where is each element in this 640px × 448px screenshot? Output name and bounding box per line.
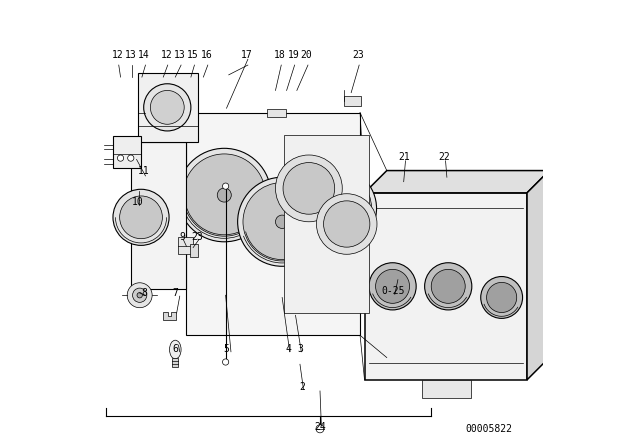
Text: 19: 19 <box>287 50 299 60</box>
Text: 22: 22 <box>439 152 451 162</box>
Circle shape <box>150 90 184 124</box>
Circle shape <box>324 201 370 247</box>
Text: 0-25: 0-25 <box>381 286 405 296</box>
Text: 21: 21 <box>399 152 410 162</box>
Circle shape <box>117 155 124 161</box>
Circle shape <box>275 155 342 222</box>
Text: 20: 20 <box>301 50 312 60</box>
Bar <box>186 113 360 335</box>
Circle shape <box>113 189 169 246</box>
Bar <box>138 73 198 142</box>
Circle shape <box>137 293 142 298</box>
Text: 10: 10 <box>132 197 143 207</box>
Text: 24: 24 <box>314 422 326 431</box>
Circle shape <box>431 269 465 303</box>
Text: 12: 12 <box>111 50 124 60</box>
Circle shape <box>217 188 231 202</box>
Text: 2: 2 <box>300 382 305 392</box>
Circle shape <box>369 263 416 310</box>
Bar <box>365 193 527 380</box>
Circle shape <box>481 276 523 319</box>
Text: 14: 14 <box>138 50 150 60</box>
Circle shape <box>330 202 342 215</box>
Bar <box>284 135 369 313</box>
Ellipse shape <box>170 340 181 359</box>
Bar <box>113 136 141 168</box>
Text: 9: 9 <box>179 233 185 242</box>
Bar <box>179 237 193 254</box>
Text: 17: 17 <box>241 50 252 60</box>
Circle shape <box>316 425 324 433</box>
Circle shape <box>237 177 326 266</box>
Circle shape <box>127 283 152 308</box>
Circle shape <box>316 194 377 254</box>
Text: 18: 18 <box>274 50 286 60</box>
Circle shape <box>223 359 228 365</box>
Bar <box>189 244 198 257</box>
Circle shape <box>275 215 289 228</box>
Text: 00005822: 00005822 <box>466 424 513 434</box>
Text: 12: 12 <box>161 50 172 60</box>
Text: 23: 23 <box>192 233 204 242</box>
Bar <box>268 109 286 117</box>
Circle shape <box>300 172 372 245</box>
Circle shape <box>441 383 451 393</box>
Circle shape <box>183 154 266 236</box>
Polygon shape <box>527 171 549 380</box>
Circle shape <box>294 168 376 250</box>
Text: 4: 4 <box>286 344 292 353</box>
Text: 11: 11 <box>138 166 150 176</box>
Circle shape <box>120 196 163 239</box>
Circle shape <box>376 269 410 303</box>
Text: 23: 23 <box>352 50 364 60</box>
Bar <box>344 96 360 106</box>
Text: 16: 16 <box>200 50 212 60</box>
Circle shape <box>486 282 516 313</box>
Circle shape <box>127 155 134 161</box>
Text: 8: 8 <box>141 288 147 298</box>
Circle shape <box>424 263 472 310</box>
Text: 13: 13 <box>125 50 137 60</box>
Bar <box>131 142 186 289</box>
Bar <box>422 380 472 398</box>
Bar <box>172 358 179 367</box>
Circle shape <box>132 288 147 302</box>
Circle shape <box>243 183 321 261</box>
Text: 3: 3 <box>297 344 303 353</box>
Circle shape <box>144 84 191 131</box>
Text: 5: 5 <box>223 344 230 353</box>
Text: 15: 15 <box>188 50 199 60</box>
Circle shape <box>177 148 271 242</box>
Polygon shape <box>365 171 549 193</box>
Text: 6: 6 <box>172 344 179 353</box>
Text: 7: 7 <box>172 288 179 298</box>
Polygon shape <box>163 312 176 320</box>
Circle shape <box>223 183 228 189</box>
Text: 13: 13 <box>174 50 186 60</box>
Circle shape <box>283 163 335 214</box>
